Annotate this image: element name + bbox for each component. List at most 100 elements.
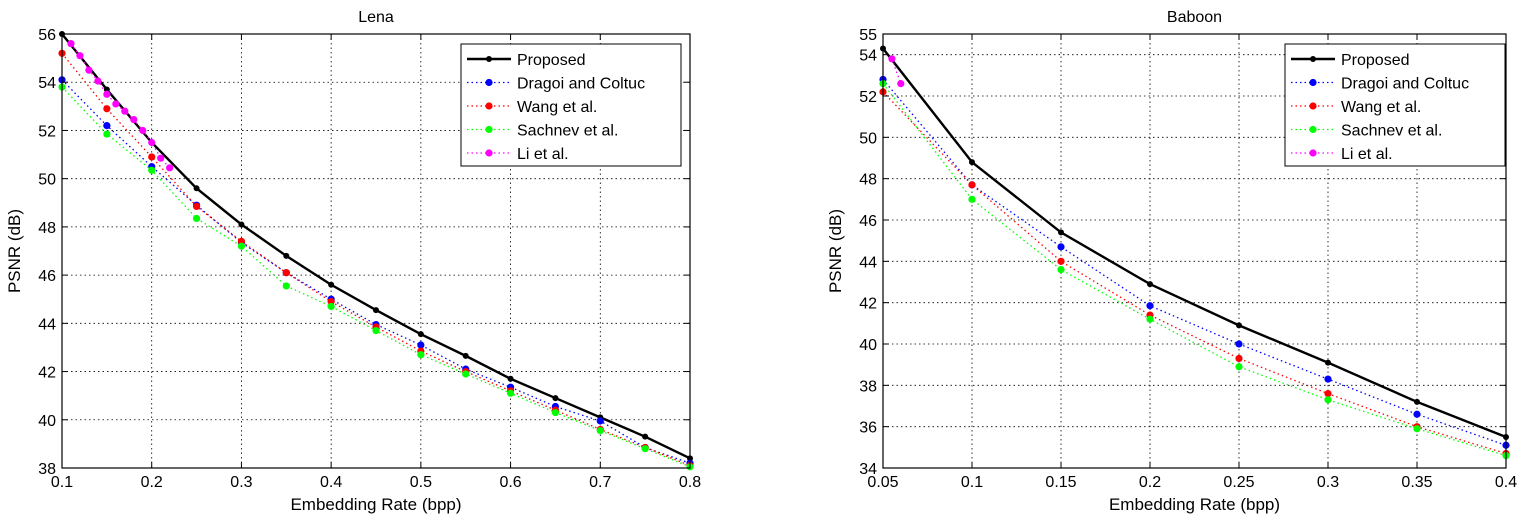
y-tick-label: 40: [38, 413, 56, 430]
x-axis-label: Embedding Rate (bpp): [1109, 495, 1280, 514]
y-tick-label: 48: [859, 172, 877, 189]
legend: Proposed Dragoi and Coltuc Wang et al. Sach…: [460, 43, 682, 167]
x-tick-label: 0.4: [1495, 474, 1517, 491]
y-axis-label: PSNR (dB): [826, 209, 845, 293]
x-tick-label: 0.15: [1045, 474, 1076, 491]
chart-1: 0.05 0.1 0.15 0.2 0.25 0.3 0.35 0.4 34 36 38 40 42 44…: [826, 9, 1517, 514]
data-point: [1058, 229, 1064, 236]
series-li-et-al-: [888, 55, 905, 88]
y-tick-label: 52: [859, 89, 877, 106]
series-line: [61, 79, 691, 464]
y-tick-label: 42: [859, 296, 877, 313]
x-tick-label: 0.3: [1317, 474, 1339, 491]
y-axis-label: PSNR (dB): [5, 209, 24, 293]
data-point: [1413, 425, 1421, 433]
data-point: [282, 269, 290, 277]
x-axis-label: Embedding Rate (bpp): [290, 495, 461, 514]
data-point: [157, 154, 165, 162]
legend-swatch-marker: [1309, 102, 1317, 110]
data-point: [1057, 266, 1065, 274]
data-point: [103, 130, 111, 138]
data-point: [372, 326, 380, 335]
data-point: [1324, 396, 1332, 404]
legend-label: Proposed: [517, 52, 586, 69]
x-tick-label: 0.1: [961, 474, 983, 491]
y-tick-label: 36: [859, 420, 877, 437]
data-point: [596, 427, 604, 435]
y-tick-label: 50: [859, 130, 877, 147]
ticks: 0.05 0.1 0.15 0.2 0.25 0.3 0.35 0.4 34 36 38 40 42 44…: [859, 27, 1517, 491]
data-point: [166, 164, 174, 172]
legend-item: Sachnev et al.: [1291, 123, 1442, 140]
legend-swatch-marker: [1310, 56, 1316, 62]
legend-swatch-marker: [1309, 125, 1317, 134]
legend-label: Sachnev et al.: [1341, 123, 1442, 140]
data-point: [506, 389, 515, 397]
y-tick-label: 38: [859, 378, 877, 395]
data-point: [1146, 315, 1154, 323]
y-tick-label: 54: [859, 48, 877, 65]
legend-swatch-marker: [485, 125, 493, 134]
series-proposed: [880, 45, 1509, 440]
series-sachnev-et-al-: [879, 80, 1510, 460]
legend-swatch-marker: [1309, 149, 1317, 157]
legend-item: Proposed: [1291, 52, 1410, 69]
y-tick-label: 44: [38, 316, 56, 333]
legend-label: Li et al.: [1341, 146, 1393, 163]
ticks: 0.1 0.2 0.3 0.4 0.5 0.6 0.7 0.8 38 40 42 44 46 48 50 52…: [38, 27, 701, 491]
data-point: [1414, 398, 1420, 405]
x-tick-label: 0.25: [1223, 474, 1254, 491]
legend-label: Wang et al.: [517, 99, 597, 116]
chart-title: Lena: [358, 9, 394, 26]
data-point: [103, 122, 111, 130]
legend-item: Li et al.: [467, 146, 569, 163]
y-tick-label: 56: [38, 27, 56, 44]
series-sachnev-et-al-: [58, 83, 694, 471]
data-point: [238, 221, 245, 228]
data-point: [192, 202, 201, 210]
data-point: [192, 214, 201, 223]
data-point: [112, 100, 120, 108]
data-point: [328, 281, 335, 288]
y-tick-label: 48: [38, 220, 56, 237]
data-point: [968, 195, 976, 203]
data-point: [130, 115, 138, 124]
data-point: [1146, 302, 1154, 310]
data-point: [76, 52, 84, 60]
x-tick-label: 0.05: [867, 474, 898, 491]
data-point: [552, 395, 559, 402]
y-tick-label: 55: [859, 27, 877, 44]
data-point: [897, 80, 905, 88]
x-tick-label: 0.2: [141, 474, 163, 491]
data-point: [1235, 354, 1243, 363]
data-point: [1325, 359, 1331, 366]
legend-item: Li et al.: [1291, 146, 1393, 163]
legend-box: [460, 43, 682, 167]
data-point: [1147, 281, 1153, 288]
data-point: [417, 341, 425, 349]
legend-label: Sachnev et al.: [517, 123, 618, 140]
legend-swatch-marker: [1309, 78, 1317, 87]
data-point: [373, 307, 379, 314]
series-line: [882, 47, 1507, 439]
data-point: [148, 166, 156, 174]
legend-item: Sachnev et al.: [467, 123, 618, 140]
data-point: [103, 105, 111, 113]
legend-swatch-marker: [485, 78, 493, 87]
data-point: [417, 331, 424, 338]
data-point: [121, 107, 129, 115]
data-point: [1324, 390, 1332, 398]
x-tick-label: 0.3: [230, 474, 252, 491]
data-point: [507, 375, 514, 382]
data-point: [1236, 322, 1242, 329]
chart-title: Baboon: [1167, 9, 1222, 26]
data-point: [1413, 410, 1421, 418]
data-point: [282, 282, 290, 290]
legend-label: Li et al.: [517, 146, 569, 163]
legend-swatch-marker: [485, 149, 493, 157]
legend-item: Dragoi and Coltuc: [467, 76, 645, 93]
x-tick-label: 0.6: [499, 474, 521, 491]
x-tick-label: 0.7: [589, 474, 611, 491]
